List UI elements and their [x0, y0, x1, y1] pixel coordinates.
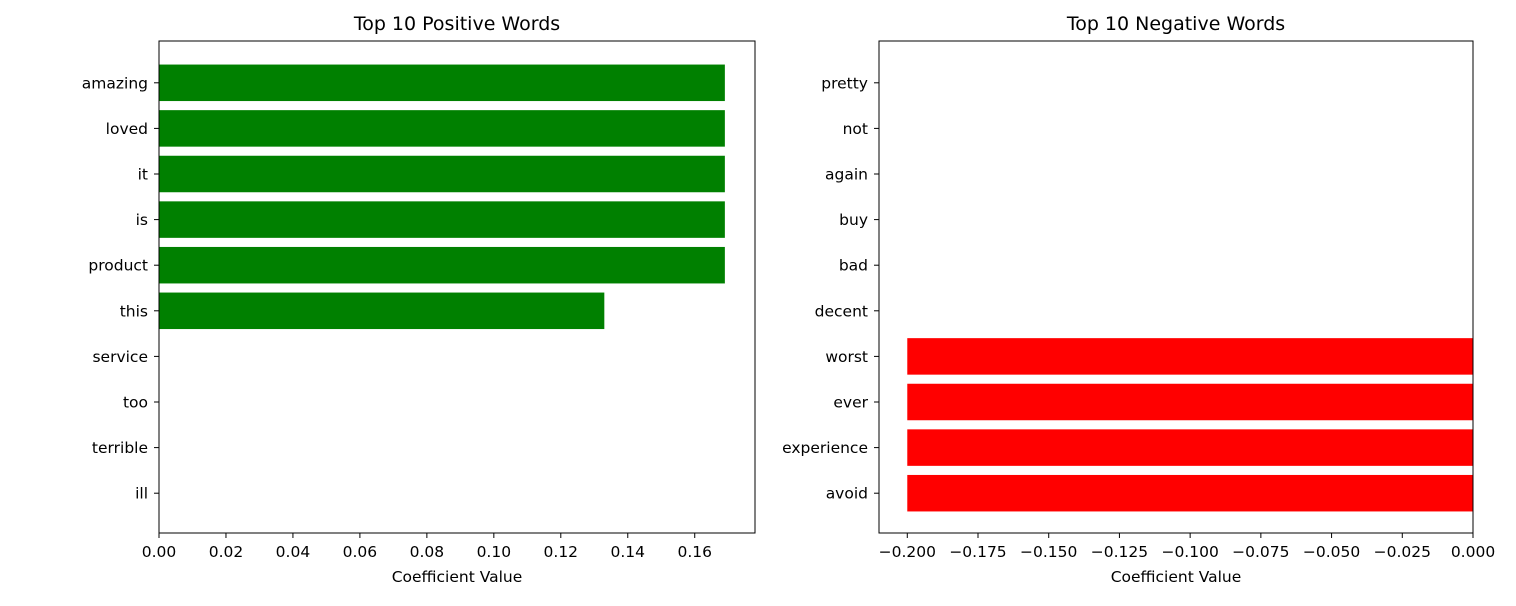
x-tick-label: −0.200: [879, 543, 936, 561]
y-tick-label-amazing: amazing: [82, 74, 148, 92]
x-axis-label: Coefficient Value: [392, 568, 523, 586]
x-tick-label: −0.125: [1091, 543, 1148, 561]
bar-loved: [159, 110, 725, 147]
x-tick-label: 0.04: [276, 543, 311, 561]
bar-avoid: [907, 474, 1473, 512]
y-tick-label-service: service: [92, 348, 148, 366]
bar-ever: [907, 383, 1473, 421]
y-tick-label-worst: worst: [825, 348, 868, 366]
x-tick-label: −0.150: [1020, 543, 1077, 561]
positive-words-chart: Top 10 Positive Words amazing loved it is pr…: [82, 13, 756, 586]
bar-it: [159, 155, 725, 193]
y-tick-label-avoid: avoid: [826, 485, 868, 503]
y-tick-label-loved: loved: [106, 120, 148, 138]
x-tick-label: 0.10: [477, 543, 512, 561]
x-tick-label: −0.050: [1303, 543, 1360, 561]
chart-title: Top 10 Positive Words: [353, 13, 560, 35]
bar-amazing: [159, 64, 725, 102]
y-tick-label-product: product: [88, 257, 148, 275]
chart-title: Top 10 Negative Words: [1066, 13, 1285, 35]
y-tick-label-it: it: [138, 166, 148, 184]
y-tick-label-ill: ill: [135, 485, 148, 503]
x-tick-label: −0.025: [1374, 543, 1431, 561]
x-tick-label: −0.100: [1161, 543, 1218, 561]
y-axis-ticks: amazing loved it is product this service too ter…: [82, 74, 159, 503]
bar-product: [159, 246, 725, 284]
x-tick-label: 0.000: [1451, 543, 1495, 561]
y-axis-ticks: pretty not again buy bad decent worst ever exper…: [782, 74, 879, 503]
x-tick-label: 0.00: [142, 543, 177, 561]
y-tick-label-again: again: [825, 166, 868, 184]
plot-frame: [158, 40, 756, 534]
bars-group: [159, 64, 725, 330]
x-tick-label: −0.175: [949, 543, 1006, 561]
y-tick-label-experience: experience: [782, 439, 868, 457]
negative-words-chart: Top 10 Negative Words pretty not again buy b…: [782, 13, 1495, 586]
y-tick-label-this: this: [120, 302, 148, 320]
bar-experience: [907, 429, 1473, 466]
x-tick-label: 0.02: [209, 543, 244, 561]
y-tick-label-bad: bad: [839, 257, 868, 275]
x-axis-ticks: −0.200 −0.175 −0.150 −0.125 −0.100 −0.075 −0.0…: [879, 533, 1495, 561]
x-tick-label: 0.08: [410, 543, 445, 561]
x-tick-label: 0.14: [611, 543, 646, 561]
bar-worst: [907, 338, 1473, 375]
y-tick-label-buy: buy: [839, 211, 868, 229]
bars-group: [907, 338, 1473, 512]
plot-frame: [878, 40, 1474, 534]
y-tick-label-ever: ever: [833, 394, 868, 412]
y-tick-label-decent: decent: [815, 302, 868, 320]
y-tick-label-terrible: terrible: [92, 439, 148, 457]
x-axis-ticks: 0.00 0.02 0.04 0.06 0.08 0.10 0.12 0.14 0.16: [142, 533, 712, 561]
bar-this: [159, 292, 605, 330]
y-tick-label-too: too: [123, 394, 148, 412]
y-tick-label-is: is: [136, 211, 148, 229]
x-tick-label: 0.06: [343, 543, 378, 561]
x-tick-label: −0.075: [1232, 543, 1289, 561]
x-tick-label: 0.16: [677, 543, 712, 561]
y-tick-label-not: not: [843, 120, 868, 138]
x-tick-label: 0.12: [544, 543, 579, 561]
x-axis-label: Coefficient Value: [1111, 568, 1242, 586]
bar-is: [159, 201, 725, 238]
y-tick-label-pretty: pretty: [821, 74, 868, 92]
